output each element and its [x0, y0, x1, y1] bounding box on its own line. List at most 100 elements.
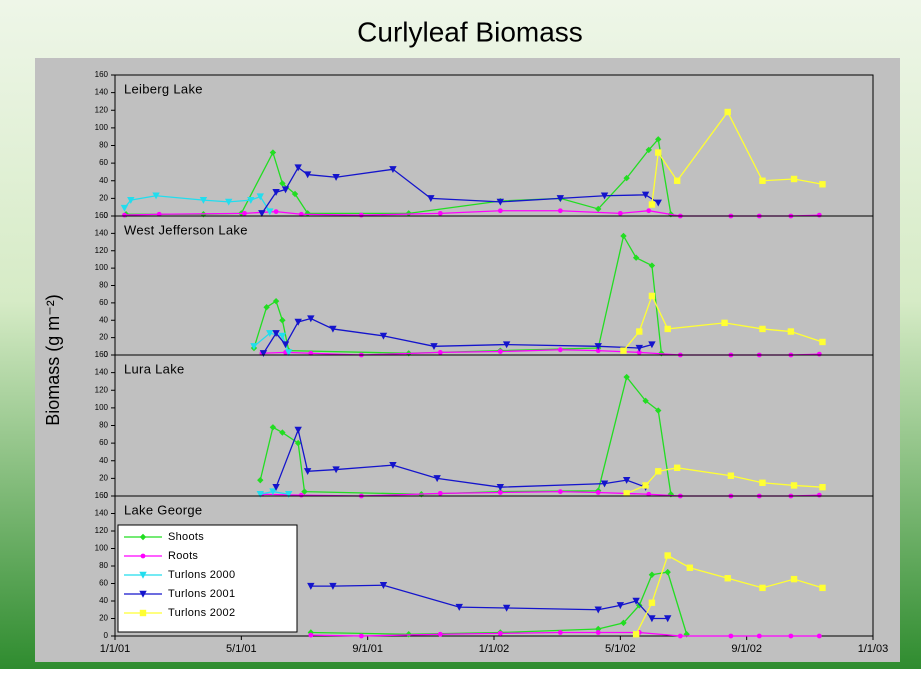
data-point: [497, 208, 503, 214]
data-point: [303, 468, 312, 476]
data-point: [301, 488, 308, 495]
data-point: [686, 564, 694, 571]
data-point: [759, 584, 766, 592]
data-point: [250, 343, 258, 351]
data-point: [664, 568, 671, 576]
y-tick-label: 80: [99, 421, 108, 430]
data-point: [673, 464, 681, 471]
data-point: [279, 317, 286, 324]
y-tick-label: 20: [99, 193, 108, 202]
data-point: [358, 633, 364, 639]
data-point: [648, 599, 656, 606]
y-tick-label: 60: [99, 579, 108, 588]
data-point: [623, 373, 630, 381]
data-point: [632, 631, 640, 638]
data-point: [379, 332, 388, 340]
data-point: [616, 602, 625, 610]
data-point: [405, 210, 412, 217]
data-point: [721, 319, 728, 327]
data-point: [673, 177, 681, 184]
y-tick-label: 120: [95, 246, 109, 255]
data-point: [497, 490, 503, 495]
data-point: [635, 344, 643, 352]
data-point: [620, 232, 627, 240]
data-point: [272, 483, 280, 491]
data-point: [595, 348, 601, 354]
data-point: [257, 476, 264, 484]
data-point: [437, 490, 443, 496]
data-point: [600, 480, 609, 488]
data-point: [648, 615, 656, 623]
data-point: [655, 136, 662, 143]
data-point: [556, 195, 565, 203]
chart-title: Curlyleaf Biomass: [357, 16, 583, 47]
data-point: [816, 633, 822, 639]
data-point: [600, 192, 609, 200]
data-point: [595, 630, 601, 635]
data-point: [269, 424, 277, 431]
y-tick-label: 100: [95, 263, 109, 272]
data-point: [279, 429, 286, 436]
data-point: [623, 174, 630, 182]
y-tick-label: 0: [104, 491, 109, 500]
data-point: [259, 350, 268, 357]
data-point: [655, 149, 662, 156]
data-point: [430, 343, 438, 351]
series-line: [622, 294, 823, 352]
data-point: [641, 191, 650, 199]
data-point: [433, 475, 441, 483]
data-point: [152, 192, 160, 200]
data-point: [120, 204, 129, 212]
y-tick-label: 40: [99, 456, 108, 465]
legend-marker: [139, 571, 147, 579]
legend-marker: [139, 609, 147, 617]
data-point: [816, 492, 822, 498]
data-point: [648, 201, 656, 208]
data-point: [272, 297, 280, 305]
data-point: [622, 476, 631, 484]
y-tick-label: 20: [99, 614, 108, 623]
data-point: [405, 631, 412, 638]
data-point: [557, 630, 563, 635]
legend-box: [117, 524, 298, 633]
data-point: [263, 304, 270, 311]
x-tick-label: 9/1/01: [352, 643, 383, 655]
data-point: [790, 482, 798, 489]
data-point: [646, 208, 652, 214]
data-point: [595, 490, 601, 495]
data-point: [308, 632, 314, 638]
y-tick-label: 60: [99, 298, 108, 307]
data-point: [294, 439, 302, 447]
data-point: [727, 472, 735, 479]
data-point: [617, 210, 623, 216]
data-point: [308, 350, 314, 356]
x-tick-label: 1/1/01: [100, 643, 131, 655]
data-point: [788, 633, 794, 639]
data-point: [632, 597, 640, 605]
y-tick-label: 80: [99, 141, 108, 150]
y-tick-label: 0: [104, 631, 109, 640]
panel-title: Lake George: [124, 502, 202, 517]
data-point: [258, 210, 266, 218]
data-point: [557, 489, 563, 494]
data-point: [497, 349, 503, 354]
data-point: [122, 212, 127, 218]
series-line: [275, 427, 646, 488]
y-tick-label: 120: [95, 105, 109, 114]
data-point: [816, 351, 822, 357]
data-point: [496, 198, 505, 206]
data-point: [285, 491, 293, 498]
y-tick-label: 0: [104, 350, 109, 359]
x-tick-label: 9/1/02: [731, 643, 762, 655]
data-point: [294, 426, 302, 434]
y-tick-label: 160: [95, 211, 109, 220]
data-point: [266, 208, 274, 216]
data-point: [496, 483, 505, 491]
data-point: [427, 195, 435, 203]
y-axis-label: Biomass (g m⁻²): [43, 294, 63, 426]
data-point: [294, 164, 302, 172]
data-point: [623, 490, 630, 497]
y-tick-label: 120: [95, 526, 109, 535]
